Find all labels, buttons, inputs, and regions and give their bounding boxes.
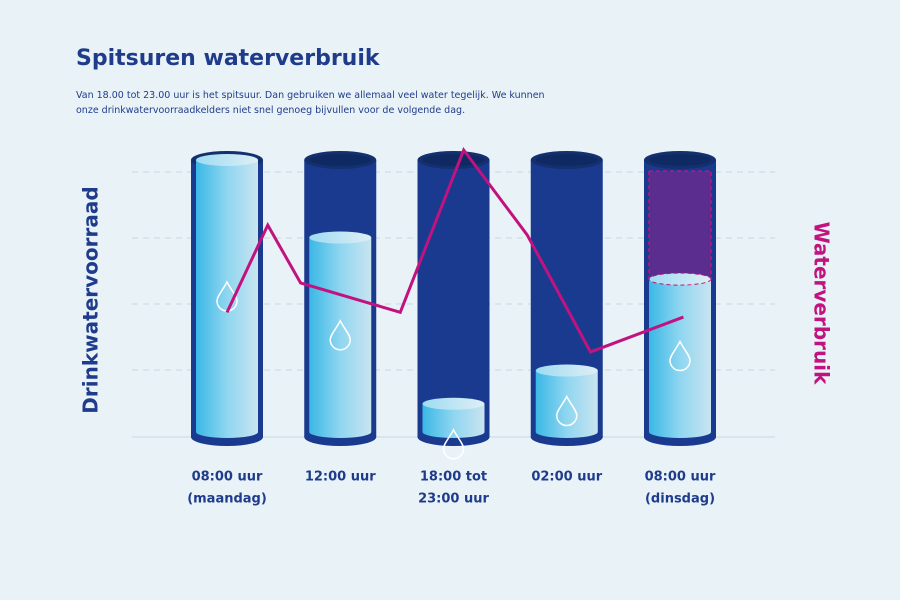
water [535, 370, 598, 432]
x-tick-label: 08:00 uur [192, 470, 263, 485]
water [649, 279, 711, 432]
x-tick-label: 02:00 uur [531, 470, 602, 485]
shortage [648, 170, 712, 280]
drop-icon [329, 319, 352, 351]
water-top [535, 364, 598, 377]
subtitle-line: Van 18.00 tot 23.00 uur is het spitsuur.… [76, 90, 545, 101]
x-tick-label: (dinsdag) [645, 492, 715, 507]
x-tick-label: 18:00 tot [420, 470, 487, 485]
cylinder-inner-top [309, 154, 372, 166]
drop-icon [555, 394, 578, 427]
consumption-line [225, 146, 684, 354]
y-axis-label: Drinkwatervoorraad [79, 186, 103, 413]
water-top [309, 231, 372, 244]
subtitle: Van 18.00 tot 23.00 uur is het spitsuur.… [76, 88, 545, 118]
chart-title: Spitsuren waterverbruik [76, 46, 380, 71]
y2-axis-label: Waterverbruik [810, 222, 834, 386]
cylinder [417, 160, 490, 437]
subtitle-line: onze drinkwatervoorraadkelders niet snel… [76, 105, 466, 116]
water [196, 160, 258, 432]
water-top [422, 397, 485, 410]
x-tick-label: 23:00 uur [418, 492, 489, 507]
water-top [196, 154, 258, 166]
water [309, 237, 372, 432]
x-tick-label: 08:00 uur [645, 470, 716, 485]
x-tick-label: 12:00 uur [305, 470, 376, 485]
cylinder-inner-top [535, 154, 598, 166]
water-top [648, 272, 712, 286]
cylinder-inner-top [649, 154, 711, 166]
drop-icon [669, 339, 691, 372]
drop-icon [442, 428, 465, 460]
x-tick-label: (maandag) [187, 492, 267, 507]
